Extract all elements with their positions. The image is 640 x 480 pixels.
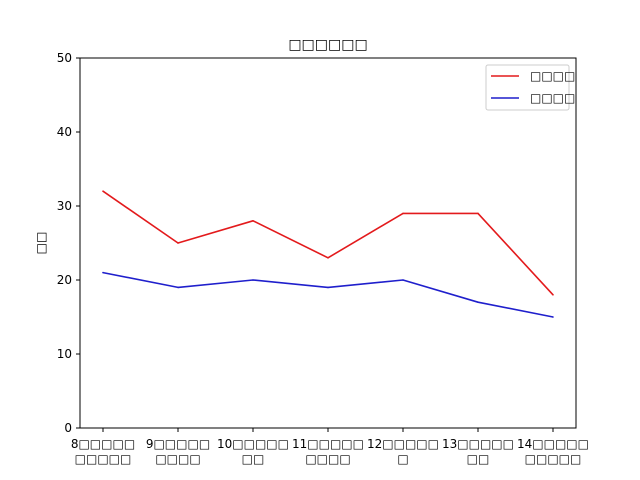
data-point: [102, 190, 104, 192]
data-point: [327, 257, 329, 259]
x-tick-label: □□□□: [305, 452, 350, 466]
x-tick-label: 14□□□□□: [517, 437, 589, 451]
x-tick-label: □□□□□: [75, 452, 132, 466]
x-axis: 8□□□□□□□□□□9□□□□□□□□□10□□□□□□□11□□□□□□□□…: [71, 428, 589, 466]
y-tick-label: 40: [57, 125, 72, 139]
data-point: [402, 212, 404, 215]
x-tick-label: 12□□□□□: [367, 437, 439, 451]
x-tick-label: □□□□□: [525, 452, 582, 466]
x-tick-label: 9□□□□□: [146, 437, 210, 451]
x-tick-label: 13□□□□□: [442, 437, 514, 451]
y-axis: 0 10 20 30 40 50: [57, 51, 80, 435]
y-axis-label: □□: [34, 232, 48, 255]
y-tick-label: 20: [57, 273, 72, 287]
data-point: [252, 279, 254, 281]
x-tick-label: □□□□: [155, 452, 200, 466]
data-point: [252, 220, 254, 222]
legend-label-2: □□□□: [530, 91, 575, 105]
y-tick-label: 0: [64, 421, 72, 435]
x-tick-label: 8□□□□□: [71, 437, 135, 451]
data-point: [177, 286, 179, 289]
series-layer: [102, 190, 554, 318]
legend-label-1: □□□□: [530, 69, 575, 83]
data-point: [477, 212, 479, 215]
y-tick-label: 10: [57, 347, 72, 361]
data-point: [177, 242, 179, 244]
data-point: [102, 271, 104, 274]
y-tick-label: 50: [57, 51, 72, 65]
data-point: [327, 286, 329, 289]
data-point: [402, 279, 404, 281]
chart-title: □□□□□□: [288, 37, 367, 53]
x-tick-label: □: [397, 452, 408, 466]
data-point: [552, 294, 554, 296]
x-tick-label: 11□□□□□: [292, 437, 364, 451]
x-tick-label: □□: [242, 452, 265, 466]
data-point: [552, 316, 554, 318]
legend: □□□□ □□□□: [485, 64, 575, 111]
data-point: [477, 301, 479, 304]
y-tick-label: 30: [57, 199, 72, 213]
x-tick-label: □□: [467, 452, 490, 466]
x-tick-label: 10□□□□□: [217, 437, 289, 451]
